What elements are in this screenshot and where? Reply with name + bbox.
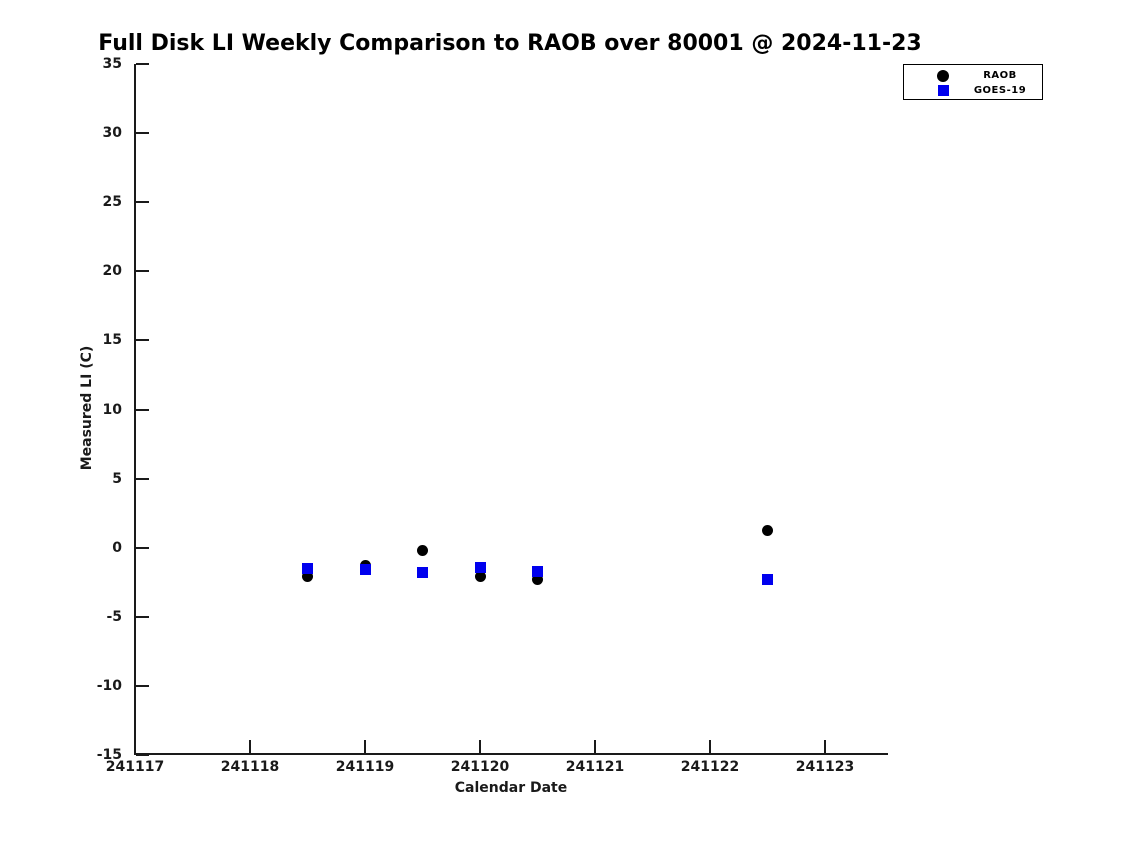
plot-area bbox=[134, 63, 888, 756]
y-axis-tick bbox=[136, 408, 149, 411]
y-tick-label: -5 bbox=[106, 608, 122, 625]
data-point-goes-19 bbox=[359, 564, 371, 576]
legend-label-goes-19: GOES-19 bbox=[973, 85, 1027, 96]
y-axis-tick bbox=[136, 546, 149, 549]
x-axis-spine bbox=[134, 753, 888, 755]
x-tick-label: 241117 bbox=[105, 759, 165, 775]
y-axis-spine bbox=[134, 64, 136, 755]
data-point-goes-19 bbox=[302, 562, 313, 574]
x-tick-label: 241118 bbox=[220, 759, 280, 775]
x-tick-label: 241123 bbox=[795, 759, 855, 775]
legend: RAOB GOES-19 bbox=[903, 64, 1043, 100]
y-tick-label: 25 bbox=[102, 194, 122, 211]
data-point-raob bbox=[532, 573, 543, 585]
y-tick-label: 35 bbox=[102, 56, 122, 72]
y-axis-tick bbox=[136, 754, 149, 756]
data-point-raob bbox=[762, 524, 773, 536]
raob-circle-icon bbox=[937, 70, 949, 82]
data-point-raob bbox=[474, 571, 486, 583]
y-axis-tick bbox=[136, 63, 149, 65]
y-tick-label: 5 bbox=[112, 470, 122, 487]
data-point-raob bbox=[302, 571, 313, 583]
x-axis-label: Calendar Date bbox=[454, 780, 568, 796]
y-axis-tick bbox=[136, 477, 149, 480]
x-tick-label: 241122 bbox=[680, 759, 740, 775]
y-tick-label: 15 bbox=[102, 332, 122, 349]
x-tick-label: 241120 bbox=[450, 759, 510, 775]
y-tick-label: 20 bbox=[102, 263, 122, 280]
x-axis-tick bbox=[249, 740, 251, 753]
x-axis-tick bbox=[594, 740, 596, 753]
y-axis-tick bbox=[136, 201, 149, 204]
data-point-raob bbox=[417, 544, 428, 556]
y-axis-tick bbox=[136, 684, 149, 687]
data-point-goes-19 bbox=[762, 573, 773, 585]
x-axis-tick bbox=[824, 740, 826, 753]
x-tick-label: 241121 bbox=[565, 759, 625, 775]
y-axis-tick bbox=[136, 615, 149, 618]
data-point-goes-19 bbox=[474, 561, 486, 573]
chart-title: Full Disk LI Weekly Comparison to RAOB o… bbox=[98, 31, 922, 56]
data-point-goes-19 bbox=[532, 565, 543, 577]
y-axis-tick bbox=[136, 339, 149, 342]
y-tick-label: 0 bbox=[112, 539, 122, 556]
legend-row-raob: RAOB bbox=[904, 69, 1042, 84]
goes-19-square-icon bbox=[938, 85, 949, 96]
x-axis-tick bbox=[709, 740, 711, 753]
legend-label-raob: RAOB bbox=[983, 70, 1017, 81]
x-axis-tick bbox=[479, 740, 481, 753]
x-tick-label: 241119 bbox=[335, 759, 395, 775]
data-point-goes-19 bbox=[417, 567, 428, 579]
x-axis-tick bbox=[134, 740, 136, 753]
x-axis-tick bbox=[364, 740, 366, 753]
y-tick-label: 10 bbox=[102, 401, 122, 418]
y-axis-tick bbox=[136, 270, 149, 273]
y-axis-tick bbox=[136, 132, 149, 135]
y-tick-label: -10 bbox=[96, 677, 122, 694]
y-tick-label: 30 bbox=[102, 125, 122, 142]
y-tick-label: -15 bbox=[96, 747, 122, 763]
legend-row-goes-19: GOES-19 bbox=[904, 84, 1042, 99]
